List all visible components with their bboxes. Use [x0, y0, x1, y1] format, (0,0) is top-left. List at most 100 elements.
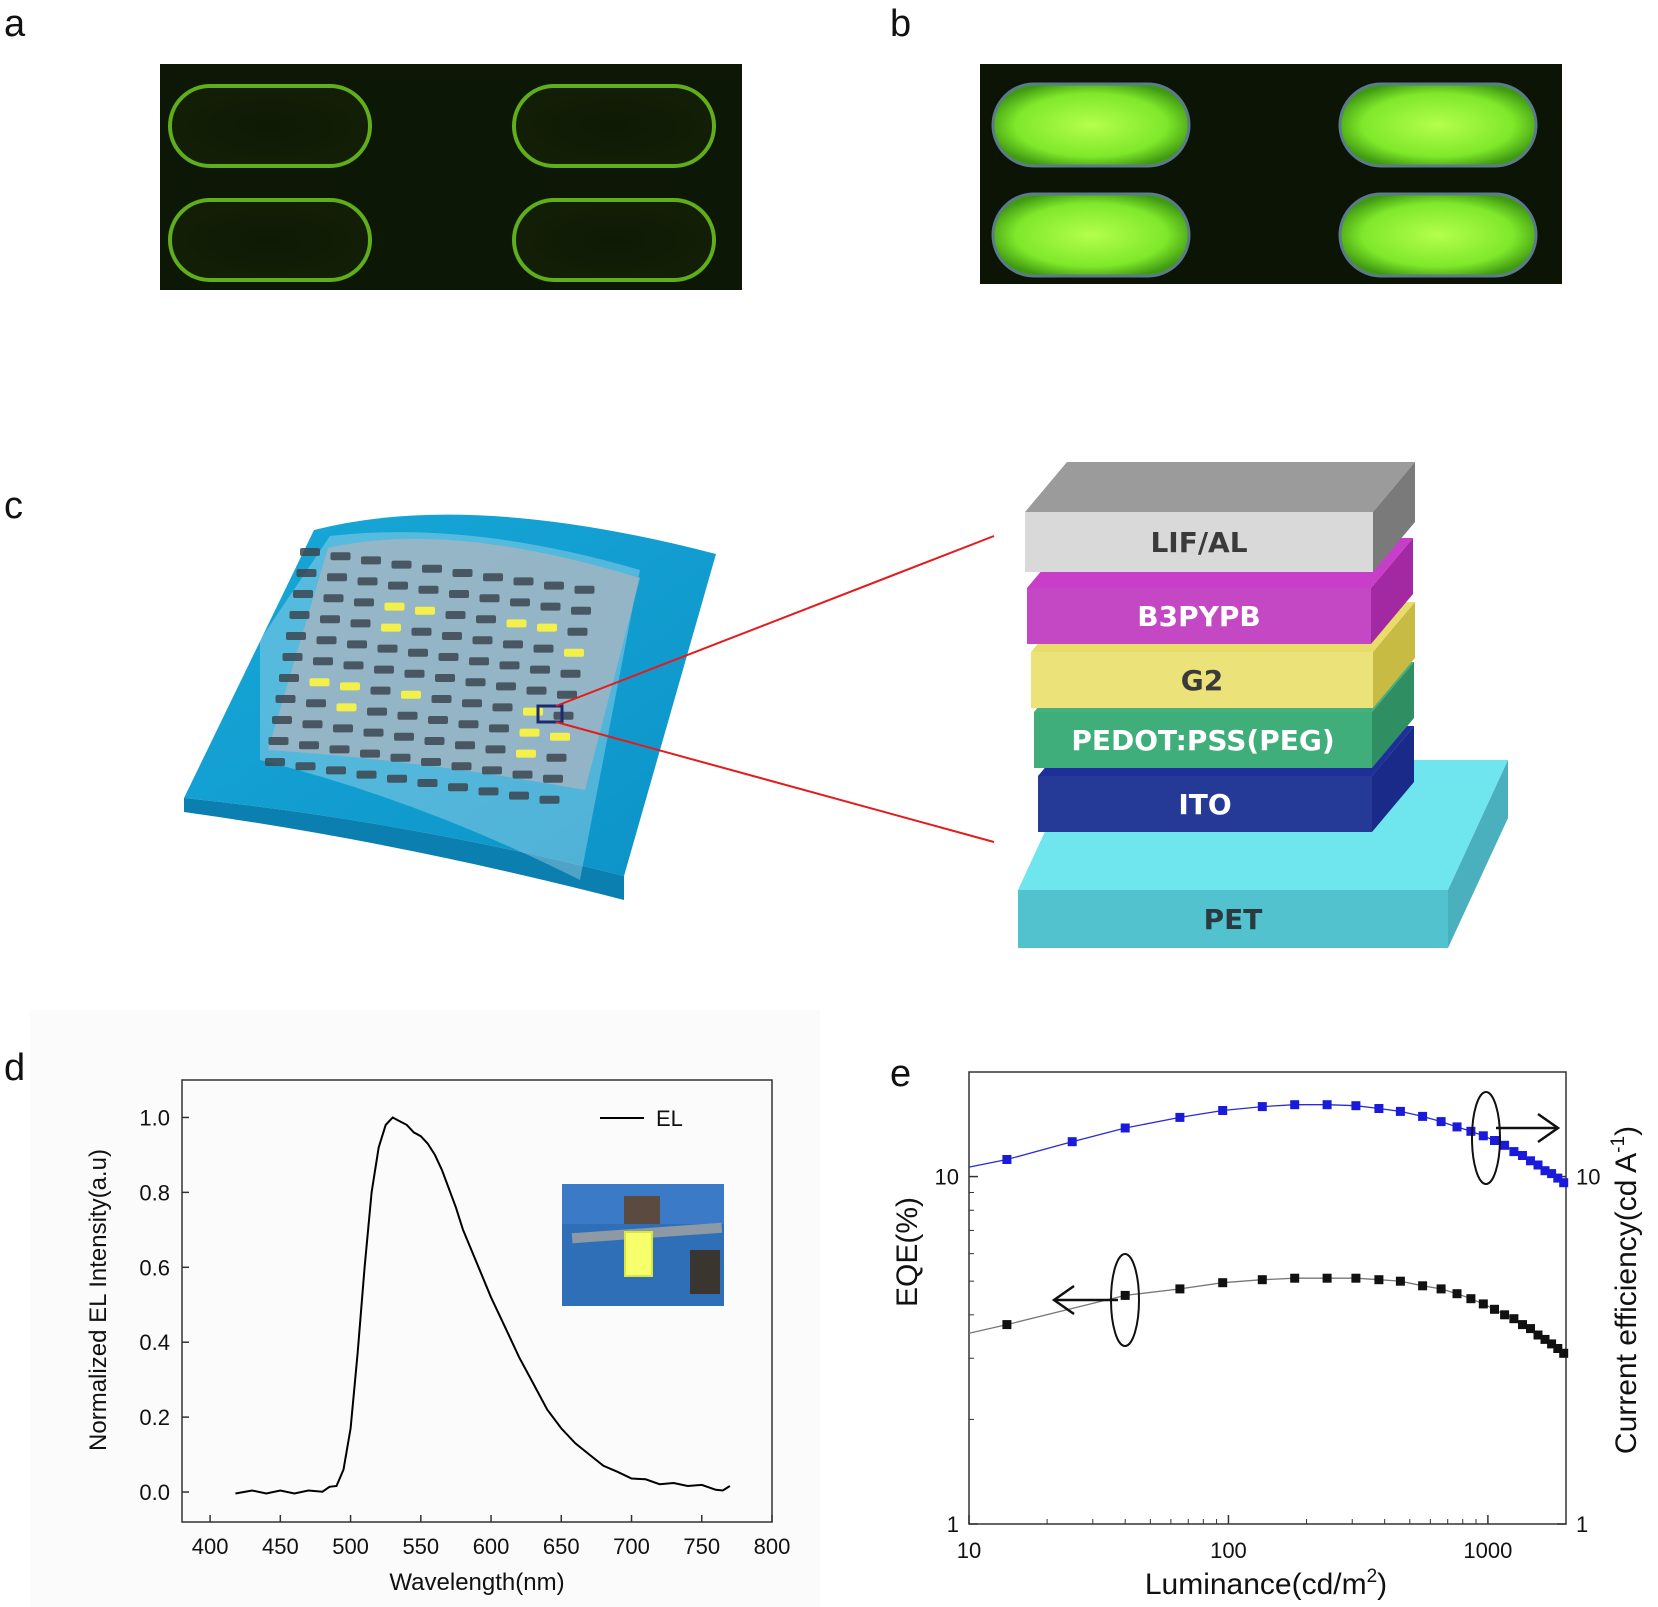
current-efficiency-point — [1322, 1100, 1332, 1110]
x-tick-label: 700 — [613, 1534, 650, 1559]
chart-e-x-title: Luminance(cd/m2) — [1145, 1566, 1387, 1601]
current-efficiency-point — [1478, 1131, 1488, 1141]
lit-pixel — [336, 703, 357, 712]
inset-device-photo — [562, 1184, 724, 1306]
current-efficiency-point — [1067, 1137, 1077, 1147]
x-tick-label: 1000 — [1463, 1538, 1512, 1563]
panel-b-micrograph — [980, 64, 1562, 284]
current-efficiency-point — [1002, 1155, 1012, 1164]
eqe-point — [1509, 1314, 1519, 1324]
lit-pixel — [415, 606, 435, 615]
layer-label: PEDOT:PSS(PEG) — [1071, 724, 1334, 757]
pixel — [539, 795, 560, 804]
lit-pixel — [309, 678, 330, 687]
current-efficiency-point — [1547, 1169, 1557, 1179]
pixel — [279, 674, 299, 682]
layer-side-face — [1373, 602, 1415, 708]
chart-e: 10 100 1000 110 110 Luminance(cd/m2) EQE(%… — [891, 1071, 1643, 1601]
layer-side-face — [1448, 760, 1508, 948]
eqe-point — [1533, 1330, 1543, 1340]
pixel-a-3 — [168, 198, 372, 282]
layer-front-face — [1038, 776, 1372, 832]
pixel — [431, 695, 452, 703]
pixel-array — [265, 548, 595, 804]
pixel — [424, 737, 445, 745]
current-efficiency-point — [1351, 1101, 1361, 1111]
eqe-point — [1290, 1273, 1300, 1283]
pixel — [546, 753, 567, 762]
y-tick-label: 0.6 — [139, 1255, 170, 1280]
current-efficiency-point — [1526, 1156, 1535, 1166]
inset-glowing-device — [624, 1231, 653, 1277]
pixel — [300, 548, 320, 556]
pixel — [313, 657, 333, 666]
current-efficiency-point — [1418, 1111, 1428, 1121]
pixel — [485, 745, 506, 754]
arrow-right-icon — [1537, 1112, 1561, 1144]
layer-front-face — [1031, 652, 1373, 708]
pixel-a-4 — [512, 198, 716, 282]
pixel — [438, 653, 459, 661]
x-tick-label: 600 — [473, 1534, 510, 1559]
pixel — [472, 636, 493, 645]
panel-label-e: e — [890, 1053, 911, 1095]
eqe-point — [1559, 1348, 1569, 1358]
flexible-device-illustration — [184, 514, 995, 900]
pixel — [482, 766, 502, 775]
pixel — [316, 636, 337, 645]
current-efficiency-point — [1553, 1173, 1563, 1183]
pixel — [326, 766, 346, 775]
pixel — [492, 703, 513, 712]
eqe-point — [1175, 1284, 1185, 1294]
eqe-point — [1553, 1344, 1563, 1353]
pixel — [329, 745, 350, 754]
pixel — [347, 640, 367, 649]
pixel-b-2 — [1338, 82, 1538, 168]
pixel-a-2 — [512, 84, 716, 168]
lit-pixel — [401, 690, 421, 699]
pixel — [363, 728, 384, 737]
layer-side-face — [1372, 662, 1414, 768]
x-title-end: ) — [1377, 1568, 1387, 1601]
y-tick-label: 0.4 — [139, 1330, 170, 1355]
current-efficiency-point — [1257, 1102, 1267, 1112]
layer-side-face — [1371, 538, 1413, 644]
y-tick-label: 1.0 — [139, 1105, 170, 1130]
pixel — [333, 724, 353, 733]
y-tick-label: 0.2 — [139, 1405, 170, 1430]
current-efficiency-point — [1466, 1126, 1476, 1136]
substrate-edge — [184, 798, 624, 900]
pixel — [361, 556, 381, 565]
x-title-main: Luminance(cd/m — [1145, 1568, 1367, 1601]
pixel-b-1 — [991, 82, 1191, 168]
layer-label: B3PYPB — [1137, 600, 1260, 633]
chart-d-x-axis: 400 450 500 550 600 650 700 750 800 — [192, 1515, 790, 1559]
layer-side-face — [1372, 726, 1414, 832]
eqe-point — [1351, 1273, 1361, 1283]
pixel — [509, 791, 529, 800]
current-efficiency-point — [1175, 1112, 1185, 1122]
x-tick-label: 10 — [957, 1538, 981, 1563]
current-efficiency-point — [1533, 1160, 1543, 1170]
layer-lif-al: LIF/AL — [1025, 462, 1415, 572]
layer-front-face — [1018, 890, 1448, 948]
pixel — [560, 669, 581, 678]
y-tick-label: 0.8 — [139, 1180, 170, 1205]
eqe-point — [1002, 1320, 1012, 1330]
pixel — [451, 762, 472, 771]
pixel — [350, 619, 371, 628]
zoom-box — [536, 704, 564, 724]
pixel — [455, 741, 475, 750]
pixel — [465, 678, 486, 687]
pixel — [442, 632, 462, 640]
y2-title-superscript: -1 — [1608, 1136, 1629, 1153]
pixel — [503, 640, 523, 649]
pixel — [323, 594, 344, 603]
pixel — [268, 737, 289, 745]
pixel — [289, 611, 310, 619]
eqe-point — [1322, 1273, 1332, 1283]
pixel — [302, 720, 323, 729]
x-title-superscript: 2 — [1367, 1566, 1378, 1587]
pixel — [408, 648, 428, 657]
pixel — [452, 569, 473, 577]
